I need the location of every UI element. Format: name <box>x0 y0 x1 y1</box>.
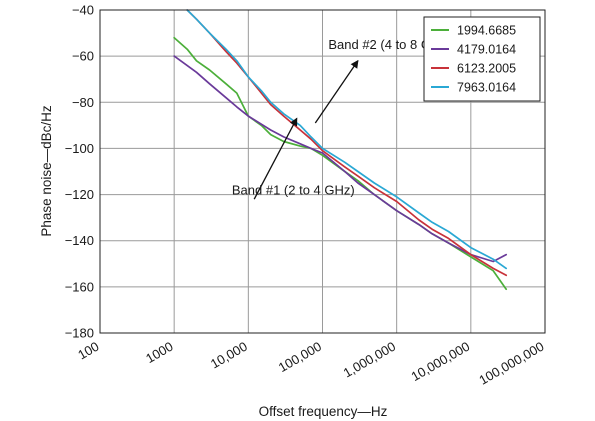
x-tick-label: 100,000 <box>276 339 324 375</box>
y-tick-label: −100 <box>65 141 94 156</box>
y-tick-label: −140 <box>65 233 94 248</box>
y-axis-title: Phase noise—dBc/Hz <box>39 105 54 237</box>
y-tick-label: −80 <box>72 95 94 110</box>
annotations: Band #2 (4 to 8 GHz) Band #1 (2 to 4 GHz) <box>232 37 451 200</box>
y-tick-label: −120 <box>65 187 94 202</box>
annotation-arrow-2 <box>253 117 298 200</box>
x-axis-title: Offset frequency—Hz <box>259 404 388 419</box>
y-tick-labels: −40 −60 −80 −100 −120 −140 −160 −180 <box>65 3 94 341</box>
y-tick-label: −60 <box>72 49 94 64</box>
y-tick-label: −40 <box>72 3 94 18</box>
series-lines <box>173 9 508 291</box>
x-tick-label: 100,000,000 <box>476 339 546 388</box>
x-tick-labels: 100 1000 10,000 100,000 1,000,000 10,000,000 1… <box>75 339 546 388</box>
series-line-3 <box>186 9 508 277</box>
series-line-4 <box>186 9 508 270</box>
x-tick-label: 100 <box>75 339 101 363</box>
legend-label-3: 6123.2005 <box>457 62 516 76</box>
x-tick-label: 10,000,000 <box>408 339 472 385</box>
series-line-2 <box>173 55 508 263</box>
legend-label-2: 4179.0164 <box>457 43 516 57</box>
annotation-label-2: Band #1 (2 to 4 GHz) <box>232 183 355 198</box>
legend-label-1: 1994.6685 <box>457 24 516 38</box>
x-tick-label: 1,000,000 <box>341 339 399 381</box>
y-tick-label: −180 <box>65 326 94 341</box>
x-tick-label: 1000 <box>143 339 176 366</box>
annotation-arrow-1 <box>314 59 359 124</box>
legend: 1994.6685 4179.0164 6123.2005 7963.0164 <box>423 16 541 102</box>
x-tick-label: 10,000 <box>208 339 250 372</box>
y-tick-label: −160 <box>65 279 94 294</box>
plot-frame <box>99 9 546 334</box>
legend-label-4: 7963.0164 <box>457 81 516 95</box>
annotation-label-1: Band #2 (4 to 8 GHz) <box>328 37 451 52</box>
